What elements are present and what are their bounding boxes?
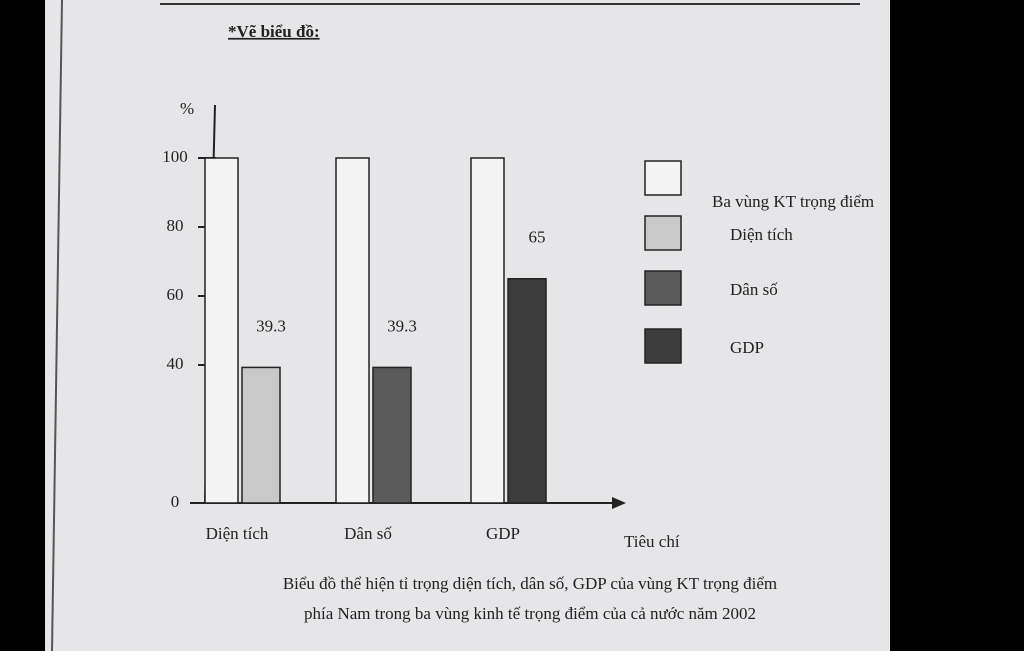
x-tick-label: GDP: [486, 524, 520, 543]
bar: [470, 157, 505, 504]
bar: [507, 278, 547, 504]
bar: [241, 366, 281, 504]
value-label: 39.3: [256, 316, 286, 335]
legend-swatch: [644, 270, 682, 306]
bar: [372, 366, 412, 504]
legend-label: GDP: [730, 338, 764, 357]
y-tick-label: 80: [167, 216, 184, 235]
value-label: 39.3: [387, 316, 417, 335]
legend-label: Ba vùng KT trọng điểm: [712, 192, 874, 211]
bar: [335, 157, 370, 504]
value-label: 65: [529, 228, 546, 247]
arrow: [612, 497, 626, 509]
legend-label: Diện tích: [730, 225, 793, 244]
caption: Biểu đồ thể hiện tỉ trọng diện tích, dân…: [283, 574, 777, 593]
caption: phía Nam trong ba vùng kinh tế trọng điể…: [304, 604, 756, 623]
bar: [204, 157, 239, 504]
y-tick-label: 60: [167, 285, 184, 304]
x-tick-label: Diện tích: [206, 524, 269, 543]
x-tick-label: Dân số: [344, 524, 392, 543]
paper: [45, 0, 890, 651]
x-axis-label: Tiêu chí: [624, 532, 680, 551]
y-tick-label: 100: [162, 147, 188, 166]
legend-swatch: [644, 328, 682, 364]
y-tick-label: 40: [167, 354, 184, 373]
y-axis-label: %: [180, 99, 194, 118]
y-tick-label: 0: [171, 492, 180, 511]
legend-swatch: [644, 160, 682, 196]
legend-swatch: [644, 215, 682, 251]
legend-label: Dân số: [730, 280, 778, 299]
chart-title: *Vẽ biểu đồ:: [228, 22, 320, 41]
margin-line: [51, 0, 63, 651]
